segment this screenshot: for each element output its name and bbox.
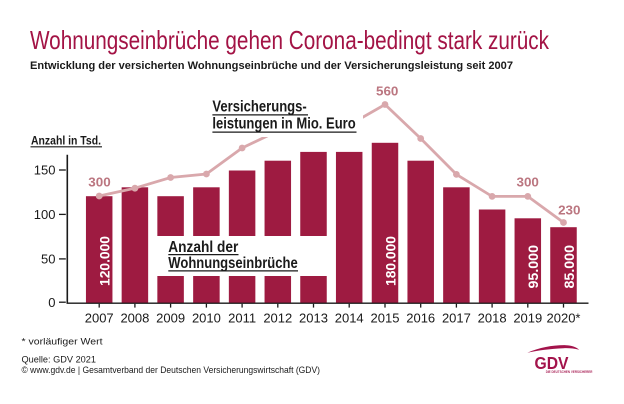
svg-text:300: 300 — [517, 175, 539, 189]
svg-text:2007: 2007 — [85, 311, 114, 326]
svg-text:300: 300 — [88, 175, 110, 189]
svg-text:95.000: 95.000 — [525, 245, 541, 289]
svg-text:100: 100 — [34, 207, 56, 222]
svg-text:85.000: 85.000 — [561, 245, 577, 289]
svg-text:Wohnungseinbrüche: Wohnungseinbrüche — [168, 255, 298, 272]
svg-text:150: 150 — [34, 163, 56, 178]
svg-text:2014: 2014 — [335, 311, 364, 326]
svg-text:2012: 2012 — [263, 311, 292, 326]
svg-text:180.000: 180.000 — [382, 236, 398, 286]
svg-text:2016: 2016 — [406, 311, 435, 326]
svg-text:2010: 2010 — [192, 311, 221, 326]
svg-text:* vorläufiger Wert: * vorläufiger Wert — [22, 337, 103, 348]
svg-text:120.000: 120.000 — [97, 236, 113, 286]
svg-text:2011: 2011 — [228, 311, 256, 326]
svg-text:2019: 2019 — [513, 311, 542, 326]
svg-text:© www.gdv.de | Gesamtverband d: © www.gdv.de | Gesamtverband der Deutsch… — [22, 365, 321, 376]
svg-text:Anzahl der: Anzahl der — [168, 239, 238, 256]
svg-text:2020*: 2020* — [547, 311, 581, 326]
svg-text:Anzahl in Tsd.: Anzahl in Tsd. — [31, 136, 101, 148]
svg-text:2013: 2013 — [299, 311, 328, 326]
svg-text:230: 230 — [558, 203, 580, 217]
svg-text:Entwicklung der versicherten W: Entwicklung der versicherten Wohnungsein… — [30, 60, 513, 72]
svg-text:Wohnungseinbrüche gehen Corona: Wohnungseinbrüche gehen Corona-bedingt s… — [30, 25, 550, 55]
svg-text:Versicherungs-: Versicherungs- — [212, 98, 306, 115]
svg-text:Quelle: GDV 2021: Quelle: GDV 2021 — [22, 355, 97, 366]
svg-text:DIE DEUTSCHEN VERSICHERER: DIE DEUTSCHEN VERSICHERER — [546, 370, 593, 374]
svg-text:2009: 2009 — [156, 311, 185, 326]
svg-text:2008: 2008 — [120, 311, 149, 326]
svg-text:2018: 2018 — [478, 311, 507, 326]
svg-text:50: 50 — [41, 252, 55, 267]
svg-text:leistungen in Mio. Euro: leistungen in Mio. Euro — [212, 116, 355, 133]
svg-text:560: 560 — [376, 85, 398, 99]
svg-text:2015: 2015 — [371, 311, 400, 326]
svg-text:2017: 2017 — [442, 311, 471, 326]
svg-text:GDV: GDV — [535, 353, 569, 373]
svg-text:0: 0 — [48, 295, 55, 310]
